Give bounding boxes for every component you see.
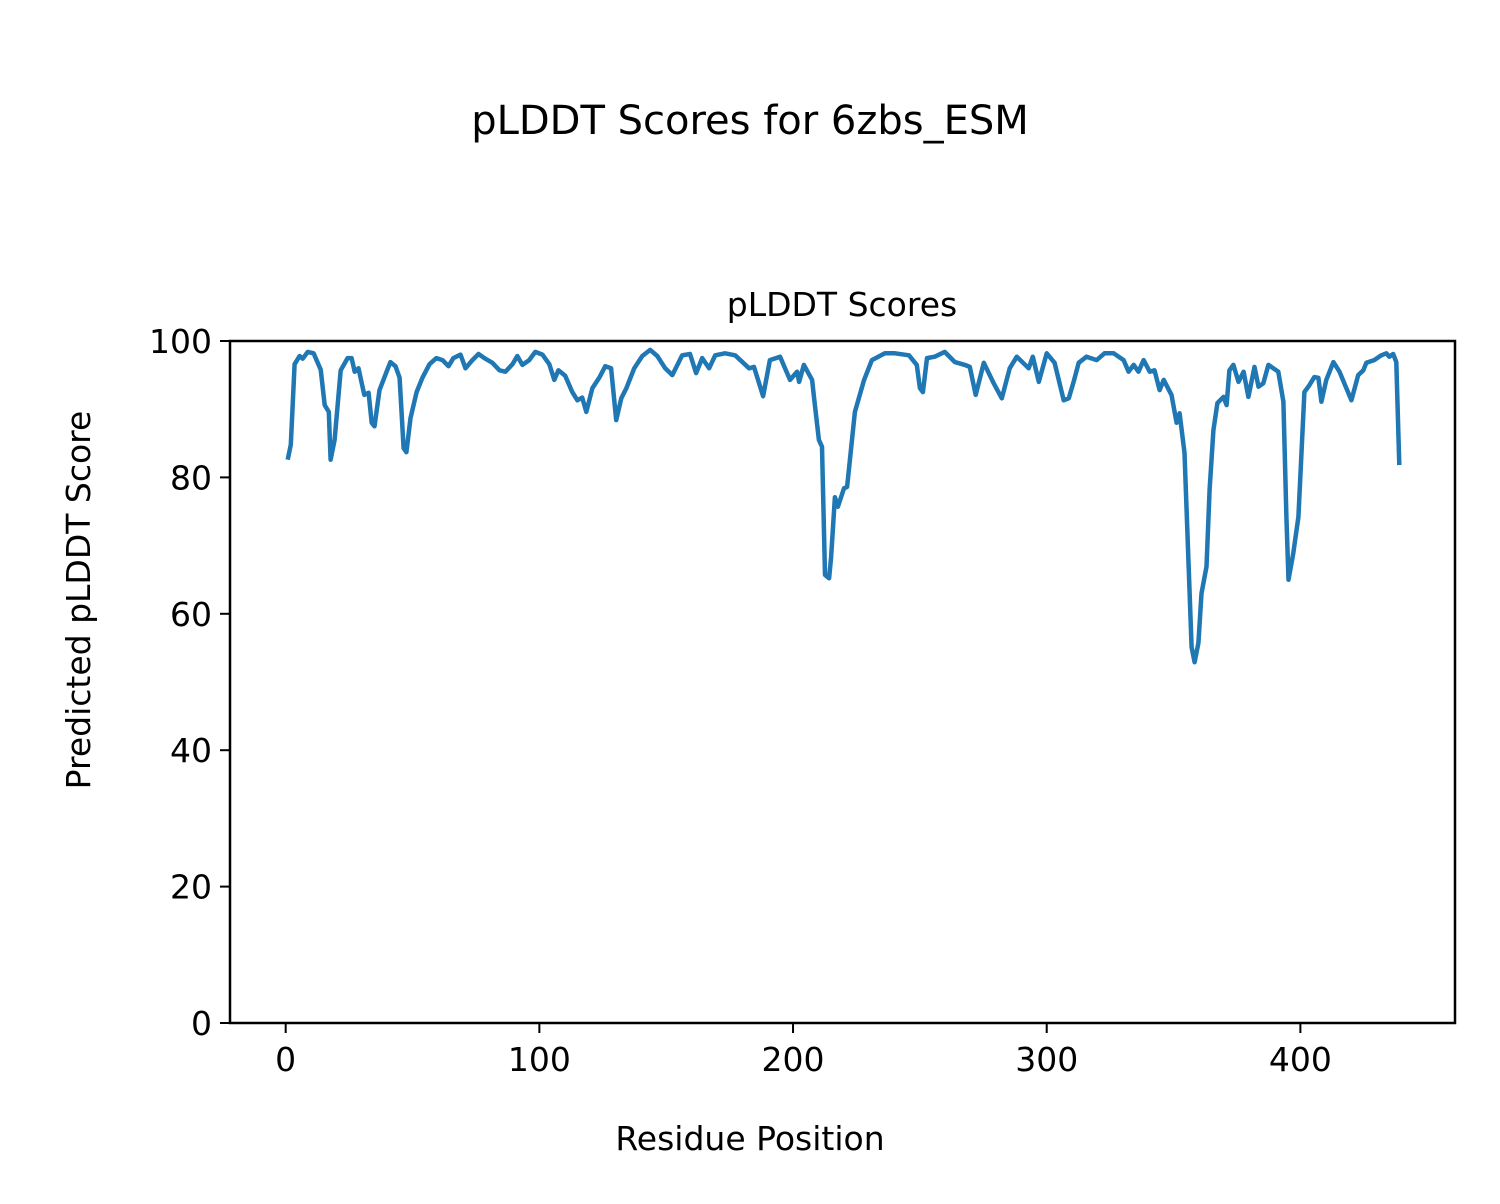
y-tick-label: 100 [149,322,212,361]
plddt-series-line [285,347,1402,665]
y-tick-label: 80 [170,458,212,497]
x-tick-label: 400 [1269,1040,1332,1079]
x-tick-label: 0 [275,1040,296,1079]
axes-title: pLDDT Scores [727,285,957,324]
plot-area-frame [228,339,1457,1025]
x-axis-label: Residue Position [615,1119,884,1158]
x-tick-label: 200 [762,1040,825,1079]
y-tick-label: 0 [191,1004,212,1043]
y-tick-label: 40 [170,731,212,770]
x-tick-label: 300 [1015,1040,1078,1079]
y-axis-label: Predicted pLDDT Score [59,411,98,790]
y-tick-label: 60 [170,595,212,634]
figure-title: pLDDT Scores for 6zbs_ESM [471,98,1029,144]
y-tick-label: 20 [170,868,212,907]
x-tick-label: 100 [508,1040,571,1079]
